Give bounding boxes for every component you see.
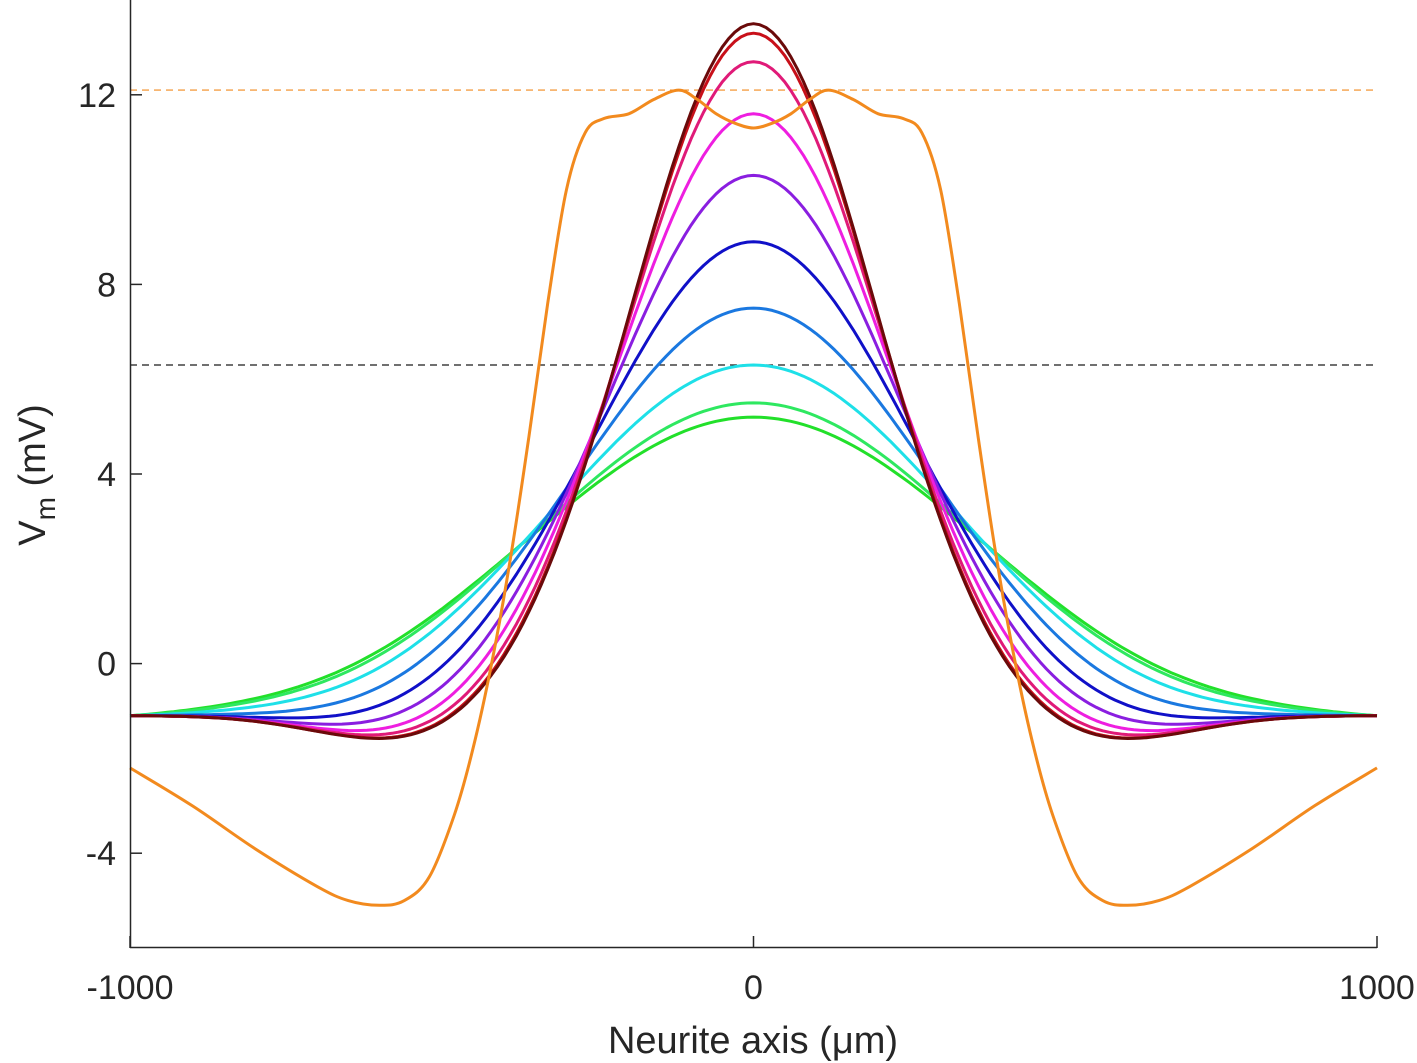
x-tick-label: 0: [744, 969, 763, 1007]
series-lines: [129, 22, 1378, 907]
series-line-orange: [129, 88, 1378, 907]
y-tick-label: 0: [97, 646, 116, 684]
y-tick-label: 4: [97, 456, 116, 494]
y-ticks: -4 0 4 8 12: [78, 77, 142, 873]
series-line-10: [129, 22, 1378, 740]
y-axis-label-subscript: m: [30, 497, 61, 520]
series-line-4: [130, 306, 1377, 718]
series-line-3: [129, 363, 1378, 718]
y-axis-label-unit: (mV): [12, 404, 54, 497]
series-line-2: [129, 401, 1378, 718]
series-line-5: [130, 240, 1377, 720]
reference-lines: [130, 89, 1377, 366]
series-line-6: [129, 173, 1378, 726]
x-tick-label: 1000: [1339, 969, 1415, 1007]
series-line-9: [129, 31, 1378, 740]
y-axis-label-main: V: [12, 520, 54, 546]
series-line-8: [129, 60, 1378, 737]
x-axis-label: Neurite axis (μm): [608, 1020, 898, 1062]
y-tick-label: 12: [78, 77, 116, 115]
series-line-7: [129, 112, 1378, 733]
y-axis-label: Vm (mV): [12, 404, 61, 546]
y-tick-label: -4: [86, 835, 116, 873]
x-tick-label: -1000: [87, 969, 174, 1007]
x-ticks: -1000 0 1000: [87, 936, 1415, 1007]
series-line-1: [129, 415, 1378, 718]
axes: [129, 0, 1377, 949]
y-tick-label: 8: [97, 266, 116, 304]
